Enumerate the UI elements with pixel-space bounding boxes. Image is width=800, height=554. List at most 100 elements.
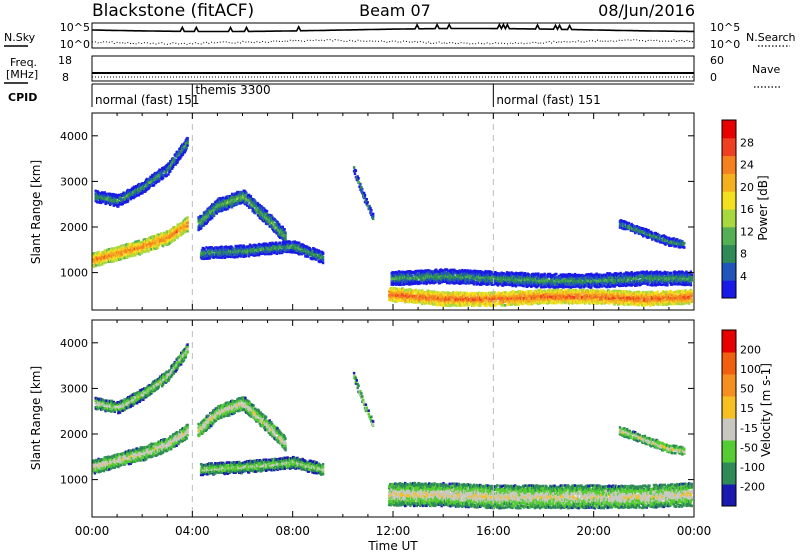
heatmap-cell [141,240,144,244]
heatmap-cell [251,207,254,211]
heatmap-cell [186,224,189,228]
cpid-segment-label: normal (fast) 151 [496,93,600,107]
heatmap-cell [316,256,319,260]
heatmap-cell [239,201,243,205]
heatmap-cell [186,216,189,219]
heatmap-cell [185,146,188,150]
heatmap-cell [145,177,149,181]
heatmap-cell [269,242,272,246]
heatmap-cell [424,297,427,301]
heatmap-cell [169,164,172,168]
heatmap-cell [200,226,203,230]
heatmap-cell [129,245,132,248]
heatmap-cell [266,213,270,217]
heatmap-cell [281,249,285,253]
heatmap-cell [123,254,126,258]
heatmap-cell [420,302,424,306]
heatmap-cell [306,255,310,258]
heatmap-cell [277,228,280,231]
heatmap-cell [207,218,210,222]
heatmap-cell [225,250,228,254]
heatmap-cell [215,252,219,256]
heatmap-cell [404,290,408,294]
heatmap-cell [276,245,279,249]
heatmap-cell [161,170,165,173]
heatmap-cell [203,249,206,253]
heatmap-cell [186,218,189,222]
heatmap-cell [226,198,229,201]
heatmap-cell [227,195,230,198]
heatmap-cell [405,288,409,292]
heatmap-cell [172,163,176,166]
heatmap-cell [237,244,240,248]
heatmap-cell [242,191,245,195]
heatmap-cell [247,250,251,254]
heatmap-cell [178,150,181,154]
heatmap-cell [399,290,402,294]
heatmap-cell [278,251,281,255]
heatmap-cell [108,199,111,202]
heatmap-cell [150,183,153,187]
heatmap-cell [120,253,124,256]
heatmap-cell [108,247,111,251]
heatmap-cell [406,299,410,302]
heatmap-cell [171,165,175,168]
heatmap-cell [141,191,144,195]
heatmap-cell [184,148,187,152]
freq-tick-top: 18 [58,54,72,67]
heatmap-cell [180,233,183,237]
heatmap-cell [119,244,123,248]
heatmap-cell [99,201,103,205]
heatmap-cell [321,258,325,262]
heatmap-cell [145,243,149,247]
heatmap-cell [242,195,245,199]
heatmap-cell [138,190,141,194]
heatmap-cell [167,173,170,176]
heatmap-cell [218,254,221,257]
heatmap-cell [164,240,167,244]
nave-tick-bottom: 0 [710,71,717,84]
heatmap-cell [179,156,182,160]
heatmap-cell [223,252,227,255]
heatmap-cell [102,259,106,263]
heatmap-cell [99,263,102,267]
heatmap-cell [113,196,116,199]
power-data [92,113,693,310]
heatmap-cell [156,178,159,182]
heatmap-cell [391,290,394,294]
heatmap-cell [131,250,134,254]
heatmap-cell [149,175,152,179]
heatmap-cell [235,250,238,254]
heatmap-cell [690,294,693,298]
heatmap-cell [163,236,167,239]
heatmap-cell [253,254,256,257]
heatmap-cell [93,255,97,258]
heatmap-cell [221,209,224,212]
heatmap-cell [180,145,183,148]
heatmap-cell [227,252,230,256]
heatmap-cell [171,236,175,240]
heatmap-cell [396,299,400,302]
heatmap-cell [211,254,214,258]
heatmap-cell [226,207,229,211]
heatmap-cell [211,216,214,220]
heatmap-cell [223,205,227,209]
heatmap-cell [276,220,279,224]
heatmap-cell [130,248,133,252]
heatmap-cell [408,291,411,294]
heatmap-cell [201,222,205,226]
heatmap-cell [138,187,141,190]
heatmap-cell [152,183,156,187]
heatmap-cell [124,191,127,195]
heatmap-cell [104,261,107,264]
heatmap-cell [198,225,201,229]
heatmap-cell [237,253,240,256]
heatmap-cell [152,237,155,241]
heatmap-cell [321,251,325,255]
heatmap-cell [223,256,227,259]
heatmap-cell [260,215,263,219]
heatmap-cell [96,261,99,264]
heatmap-cell [425,291,428,295]
heatmap-cell [403,297,406,300]
